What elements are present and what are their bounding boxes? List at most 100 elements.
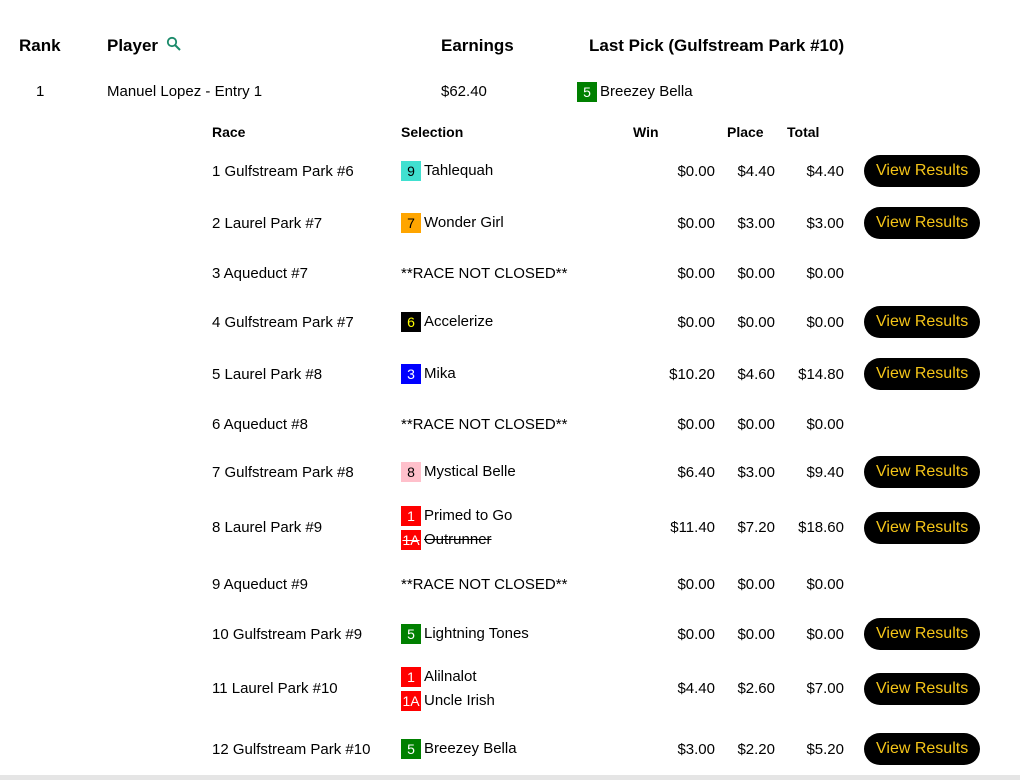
table-row: 1 Gulfstream Park #6 9 Tahlequah $0.00 $4… xyxy=(206,146,1000,196)
total-amount: $9.40 xyxy=(806,463,844,481)
place-amount: $4.60 xyxy=(737,365,775,383)
race-status-note: **RACE NOT CLOSED** xyxy=(401,415,568,433)
selection-cell: **RACE NOT CLOSED** xyxy=(395,558,627,610)
entry-earnings: $62.40 xyxy=(441,83,487,100)
view-results-button[interactable]: View Results xyxy=(864,155,981,187)
program-number-badge: 1 xyxy=(401,666,421,687)
win-column-header: Win xyxy=(633,124,659,140)
total-amount: $3.00 xyxy=(806,214,844,232)
view-results-button[interactable]: View Results xyxy=(864,733,981,765)
selection-pick: 3 Mika xyxy=(401,362,621,386)
program-number-badge: 8 xyxy=(401,462,421,483)
table-row: 12 Gulfstream Park #10 5 Breezey Bella $3… xyxy=(206,719,1000,779)
horse-name: Mika xyxy=(424,365,456,382)
race-status-note: **RACE NOT CLOSED** xyxy=(401,265,568,282)
win-amount: $10.20 xyxy=(669,365,715,383)
race-name: 10 Gulfstream Park #9 xyxy=(212,625,363,643)
program-number-badge: 5 xyxy=(401,739,421,760)
horse-name: Breezey Bella xyxy=(424,740,517,757)
selection-pick: 1 Alilnalot xyxy=(401,665,621,689)
search-icon[interactable] xyxy=(166,36,182,57)
total-column-header: Total xyxy=(787,124,820,140)
earnings-header: Earnings xyxy=(441,36,514,55)
selection-cell: 1 Alilnalot 1A Uncle Irish xyxy=(395,658,627,719)
selection-pick: 5 Lightning Tones xyxy=(401,622,621,646)
table-row: 4 Gulfstream Park #7 6 Accelerize $0.00 $… xyxy=(206,297,1000,347)
race-name: 6 Aqueduct #8 xyxy=(212,415,308,433)
program-number-badge: 1A xyxy=(401,529,421,550)
selection-column-header: Selection xyxy=(401,124,464,140)
win-amount: $0.00 xyxy=(677,162,715,180)
place-amount: $3.00 xyxy=(737,463,775,481)
selection-cell: 9 Tahlequah xyxy=(395,146,627,196)
selection-pick: 1 Primed to Go xyxy=(401,504,621,528)
place-column-header: Place xyxy=(727,124,764,140)
win-amount: $0.00 xyxy=(677,415,715,433)
place-amount: $3.00 xyxy=(737,214,775,232)
entry-rank: 1 xyxy=(36,83,45,100)
win-amount: $3.00 xyxy=(677,740,715,758)
scrollbar-track[interactable] xyxy=(0,775,1020,780)
total-amount: $7.00 xyxy=(806,680,844,697)
win-amount: $0.00 xyxy=(677,575,715,593)
total-amount: $0.00 xyxy=(806,313,844,331)
view-results-button[interactable]: View Results xyxy=(864,358,981,390)
table-row: 3 Aqueduct #7 **RACE NOT CLOSED** $0.00 … xyxy=(206,250,1000,297)
table-header-row: Race Selection Win Place Total xyxy=(206,118,1000,146)
horse-name: Primed to Go xyxy=(424,506,513,524)
view-results-button[interactable]: View Results xyxy=(864,511,981,544)
race-name: 1 Gulfstream Park #6 xyxy=(212,162,354,180)
race-name: 11 Laurel Park #10 xyxy=(212,680,338,697)
horse-name: Mystical Belle xyxy=(424,463,516,480)
table-row: 5 Laurel Park #8 3 Mika $10.20 $4.60 $14.… xyxy=(206,347,1000,401)
entry-player[interactable]: Manuel Lopez - Entry 1 xyxy=(107,83,263,100)
player-header: Player xyxy=(107,36,182,57)
total-amount: $0.00 xyxy=(806,625,844,643)
total-amount: $4.40 xyxy=(806,162,844,180)
table-row: 7 Gulfstream Park #8 8 Mystical Belle $6.… xyxy=(206,447,1000,497)
selection-pick: 9 Tahlequah xyxy=(401,159,621,183)
horse-name: Tahlequah xyxy=(424,162,494,179)
table-row: 8 Laurel Park #9 1 Primed to Go 1A Outrunne… xyxy=(206,497,1000,558)
place-amount: $0.00 xyxy=(737,625,775,643)
horse-name: Uncle Irish xyxy=(424,691,495,709)
program-number-badge: 1 xyxy=(401,505,421,526)
selection-cell: 8 Mystical Belle xyxy=(395,447,627,497)
place-amount: $2.20 xyxy=(737,740,775,758)
horse-name: Breezey Bella xyxy=(600,82,693,100)
win-amount: $0.00 xyxy=(677,313,715,331)
race-name: 12 Gulfstream Park #10 xyxy=(212,740,371,758)
selection-pick: 5 Breezey Bella xyxy=(401,737,621,761)
program-number-badge: 7 xyxy=(401,213,421,234)
win-amount: $11.40 xyxy=(670,519,715,536)
horse-name: Alilnalot xyxy=(424,667,477,685)
view-results-button[interactable]: View Results xyxy=(864,672,981,705)
selection-cell: 3 Mika xyxy=(395,347,627,401)
horse-name: Accelerize xyxy=(424,313,494,330)
selection-pick: 1A Uncle Irish xyxy=(401,689,621,713)
view-results-button[interactable]: View Results xyxy=(864,456,981,488)
view-results-button[interactable]: View Results xyxy=(864,618,981,650)
win-amount: $0.00 xyxy=(677,265,715,282)
race-name: 4 Gulfstream Park #7 xyxy=(212,313,354,331)
place-amount: $0.00 xyxy=(737,313,775,331)
place-amount: $7.20 xyxy=(737,519,775,536)
total-amount: $0.00 xyxy=(806,265,844,282)
program-number-badge: 5 xyxy=(401,624,421,645)
view-results-button[interactable]: View Results xyxy=(864,207,981,239)
rank-header: Rank xyxy=(19,36,61,55)
table-row: 6 Aqueduct #8 **RACE NOT CLOSED** $0.00 … xyxy=(206,401,1000,447)
place-amount: $0.00 xyxy=(737,575,775,593)
horse-name: Outrunner xyxy=(424,530,492,548)
horse-name: Wonder Girl xyxy=(424,214,504,231)
total-amount: $14.80 xyxy=(798,365,844,383)
selection-pick: 1A Outrunner xyxy=(401,528,621,552)
program-number-badge: 6 xyxy=(401,312,421,333)
selection-pick: 8 Mystical Belle xyxy=(401,460,621,484)
table-row: 11 Laurel Park #10 1 Alilnalot 1A Uncle Iri… xyxy=(206,658,1000,719)
total-amount: $5.20 xyxy=(806,740,844,758)
race-name: 9 Aqueduct #9 xyxy=(212,575,308,593)
total-amount: $0.00 xyxy=(806,415,844,433)
view-results-button[interactable]: View Results xyxy=(864,306,981,338)
selection-pick: 6 Accelerize xyxy=(401,310,621,334)
